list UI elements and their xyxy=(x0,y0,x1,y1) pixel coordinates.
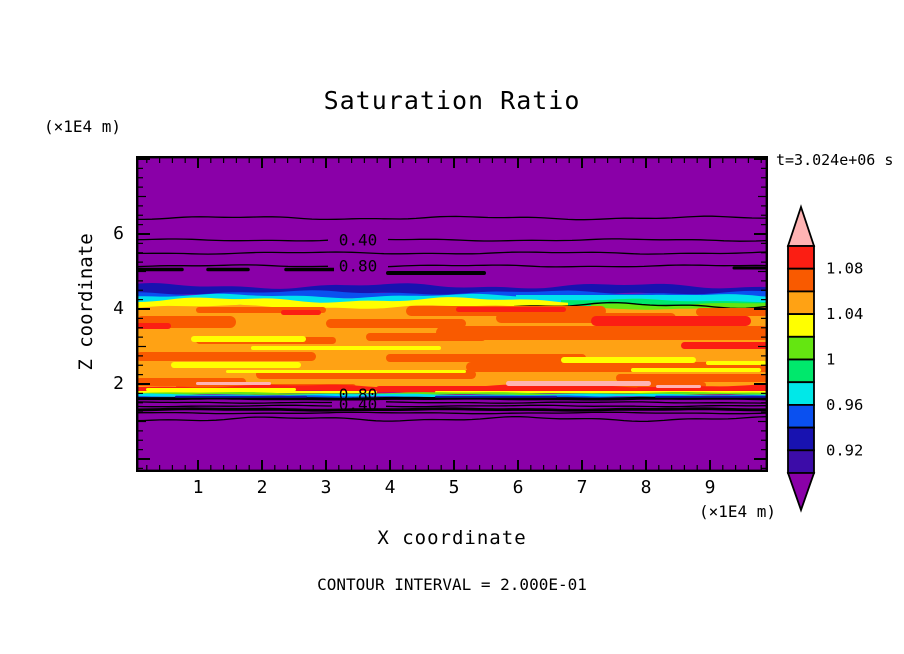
contour-label: 0.80 xyxy=(339,257,378,276)
y-tick-label: 2 xyxy=(113,373,124,394)
contour-label: 0.40 xyxy=(339,395,378,414)
colorbar-tick-label: 0.96 xyxy=(826,396,863,414)
x-tick-label: 9 xyxy=(704,477,716,498)
x-tick-label: 2 xyxy=(256,477,268,498)
colorbar-tick-label: 0.92 xyxy=(826,441,863,459)
x-tick-label: 6 xyxy=(512,477,524,498)
x-tick-label: 1 xyxy=(192,477,204,498)
x-tick-label: 5 xyxy=(448,477,460,498)
x-axis-label: X coordinate xyxy=(377,527,527,549)
contour-label: 0.80 xyxy=(339,385,378,404)
x-tick-label: 7 xyxy=(576,477,588,498)
x-tick-label: 3 xyxy=(320,477,332,498)
contour-interval-label: CONTOUR INTERVAL = 2.000E-01 xyxy=(317,575,587,594)
colorbar-tick-label: 1.08 xyxy=(826,260,863,278)
contour-label: 0.40 xyxy=(339,231,378,250)
page-title: Saturation Ratio xyxy=(323,86,581,115)
y-tick-label: 6 xyxy=(113,223,124,244)
y-tick-label: 4 xyxy=(113,298,124,319)
plot-canvas: 0.400.800.800.40 xyxy=(136,156,768,472)
y-axis-unit-label: (×1E4 m) xyxy=(44,117,122,136)
time-label: t=3.024e+06 s xyxy=(776,151,894,169)
x-tick-label: 4 xyxy=(384,477,396,498)
x-axis-unit-label: (×1E4 m) xyxy=(698,502,776,521)
colorbar: 1.08 1.04 1 0.96 0.92 xyxy=(786,204,863,513)
colorbar-tick-label: 1.04 xyxy=(826,305,863,323)
colorbar-tick-label: 1 xyxy=(826,351,835,369)
x-tick-label: 8 xyxy=(640,477,652,498)
y-axis-label: Z coordinate xyxy=(75,233,97,371)
